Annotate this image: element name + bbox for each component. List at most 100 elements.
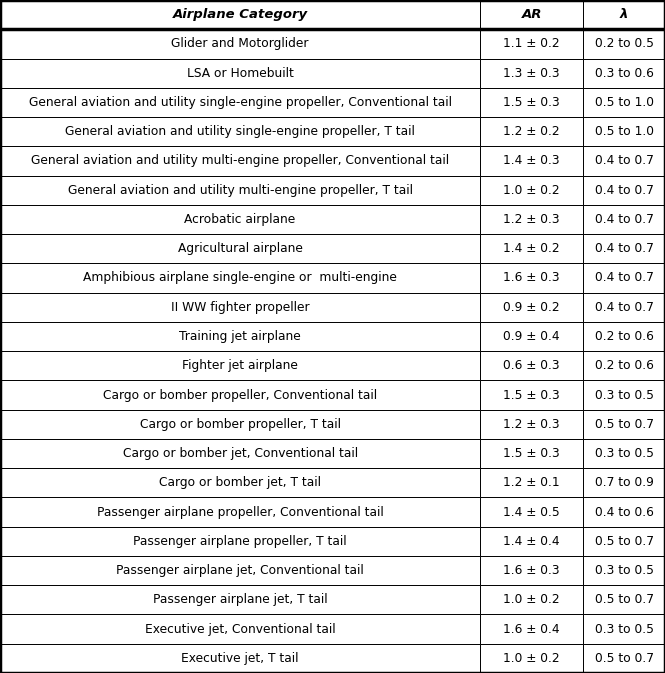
Bar <box>583 410 665 439</box>
Bar <box>0 87 480 117</box>
Text: 1.5 ± 0.3: 1.5 ± 0.3 <box>503 388 560 402</box>
Text: Cargo or bomber jet, T tail: Cargo or bomber jet, T tail <box>159 476 321 489</box>
Bar <box>0 556 480 586</box>
Text: 0.3 to 0.5: 0.3 to 0.5 <box>595 388 654 402</box>
Text: Training jet airplane: Training jet airplane <box>179 330 301 343</box>
Text: 1.4 ± 0.4: 1.4 ± 0.4 <box>503 535 560 548</box>
Bar <box>583 527 665 556</box>
Bar <box>480 586 583 614</box>
Bar <box>583 176 665 205</box>
Text: 1.6 ± 0.3: 1.6 ± 0.3 <box>503 271 560 285</box>
Text: Acrobatic airplane: Acrobatic airplane <box>184 213 296 226</box>
Text: Fighter jet airplane: Fighter jet airplane <box>182 359 298 372</box>
Bar <box>480 497 583 527</box>
Bar <box>480 644 583 673</box>
Text: Cargo or bomber jet, Conventional tail: Cargo or bomber jet, Conventional tail <box>122 447 358 460</box>
Text: 0.4 to 0.7: 0.4 to 0.7 <box>595 213 654 226</box>
Text: 0.4 to 0.7: 0.4 to 0.7 <box>595 271 654 285</box>
Text: 1.0 ± 0.2: 1.0 ± 0.2 <box>503 594 560 606</box>
Bar <box>480 322 583 351</box>
Bar <box>583 586 665 614</box>
Text: 1.4 ± 0.2: 1.4 ± 0.2 <box>503 242 560 255</box>
Bar <box>583 59 665 87</box>
Bar <box>583 322 665 351</box>
Bar <box>583 263 665 293</box>
Bar <box>480 0 583 29</box>
Bar <box>0 380 480 410</box>
Bar <box>0 586 480 614</box>
Bar <box>480 614 583 644</box>
Bar <box>583 234 665 263</box>
Text: 1.5 ± 0.3: 1.5 ± 0.3 <box>503 447 560 460</box>
Text: 1.2 ± 0.2: 1.2 ± 0.2 <box>503 125 560 138</box>
Bar <box>583 644 665 673</box>
Text: 0.5 to 0.7: 0.5 to 0.7 <box>595 418 654 431</box>
Text: 0.5 to 1.0: 0.5 to 1.0 <box>595 96 654 109</box>
Bar <box>0 439 480 468</box>
Text: 0.3 to 0.5: 0.3 to 0.5 <box>595 564 654 577</box>
Bar <box>480 29 583 59</box>
Text: AR: AR <box>521 8 542 21</box>
Text: Executive jet, T tail: Executive jet, T tail <box>182 652 299 665</box>
Bar <box>583 146 665 176</box>
Bar <box>480 146 583 176</box>
Bar <box>480 205 583 234</box>
Text: 0.3 to 0.5: 0.3 to 0.5 <box>595 623 654 635</box>
Text: 1.6 ± 0.4: 1.6 ± 0.4 <box>503 623 560 635</box>
Text: 1.5 ± 0.3: 1.5 ± 0.3 <box>503 96 560 109</box>
Text: 0.9 ± 0.2: 0.9 ± 0.2 <box>503 301 560 314</box>
Bar <box>0 468 480 497</box>
Bar <box>583 205 665 234</box>
Bar <box>480 263 583 293</box>
Bar <box>0 59 480 87</box>
Bar <box>583 0 665 29</box>
Bar <box>583 439 665 468</box>
Bar <box>583 117 665 146</box>
Text: Cargo or bomber propeller, T tail: Cargo or bomber propeller, T tail <box>140 418 340 431</box>
Bar <box>0 410 480 439</box>
Bar <box>480 439 583 468</box>
Text: General aviation and utility single-engine propeller, T tail: General aviation and utility single-engi… <box>65 125 415 138</box>
Text: 1.4 ± 0.3: 1.4 ± 0.3 <box>503 154 560 168</box>
Bar <box>480 87 583 117</box>
Bar <box>480 556 583 586</box>
Bar <box>0 497 480 527</box>
Text: λ: λ <box>620 8 628 21</box>
Text: Glider and Motorglider: Glider and Motorglider <box>172 38 309 50</box>
Text: 0.4 to 0.7: 0.4 to 0.7 <box>595 184 654 197</box>
Bar <box>480 410 583 439</box>
Text: 0.5 to 0.7: 0.5 to 0.7 <box>595 535 654 548</box>
Bar <box>0 29 480 59</box>
Bar <box>0 322 480 351</box>
Text: General aviation and utility single-engine propeller, Conventional tail: General aviation and utility single-engi… <box>29 96 452 109</box>
Text: 1.2 ± 0.3: 1.2 ± 0.3 <box>503 213 560 226</box>
Bar <box>480 527 583 556</box>
Text: 0.2 to 0.5: 0.2 to 0.5 <box>595 38 654 50</box>
Bar <box>0 293 480 322</box>
Bar <box>480 176 583 205</box>
Bar <box>480 117 583 146</box>
Text: 1.2 ± 0.3: 1.2 ± 0.3 <box>503 418 560 431</box>
Bar <box>480 380 583 410</box>
Text: 1.0 ± 0.2: 1.0 ± 0.2 <box>503 184 560 197</box>
Bar <box>0 176 480 205</box>
Bar <box>583 29 665 59</box>
Bar <box>583 614 665 644</box>
Text: 1.1 ± 0.2: 1.1 ± 0.2 <box>503 38 560 50</box>
Text: 0.2 to 0.6: 0.2 to 0.6 <box>595 330 654 343</box>
Bar <box>583 293 665 322</box>
Text: Cargo or bomber propeller, Conventional tail: Cargo or bomber propeller, Conventional … <box>103 388 377 402</box>
Bar <box>583 351 665 380</box>
Text: 0.5 to 0.7: 0.5 to 0.7 <box>595 652 654 665</box>
Bar <box>480 59 583 87</box>
Bar <box>0 146 480 176</box>
Text: 0.2 to 0.6: 0.2 to 0.6 <box>595 359 654 372</box>
Bar <box>0 117 480 146</box>
Text: Airplane Category: Airplane Category <box>172 8 308 21</box>
Bar <box>0 614 480 644</box>
Bar <box>583 497 665 527</box>
Text: 0.7 to 0.9: 0.7 to 0.9 <box>595 476 654 489</box>
Text: 0.3 to 0.6: 0.3 to 0.6 <box>595 67 654 79</box>
Bar <box>583 380 665 410</box>
Text: Amphibious airplane single-engine or  multi-engine: Amphibious airplane single-engine or mul… <box>83 271 397 285</box>
